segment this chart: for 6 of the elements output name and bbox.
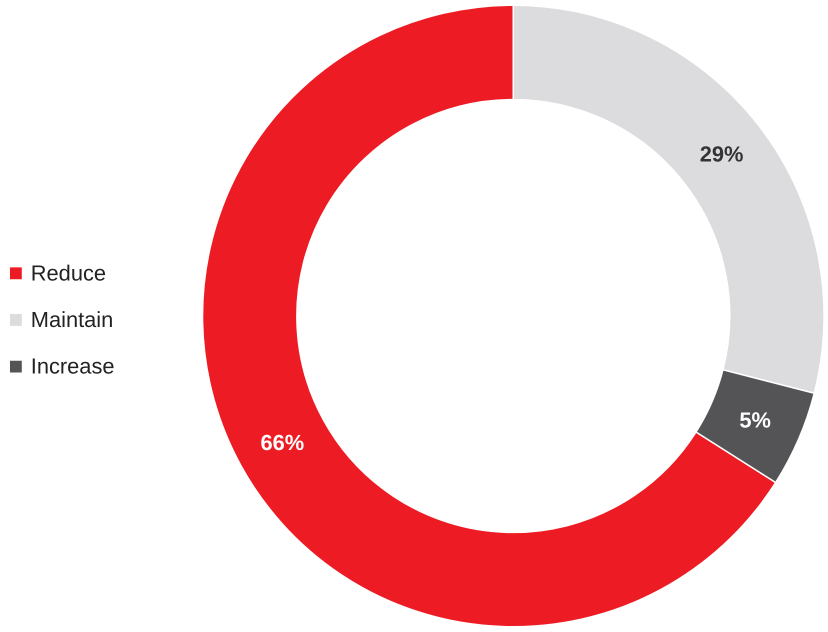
- legend-label: Reduce: [30, 260, 106, 286]
- data-label: 5%: [739, 408, 771, 433]
- legend-label: Increase: [30, 354, 115, 379]
- legend-label: Maintain: [30, 306, 114, 332]
- data-label: 29%: [700, 141, 744, 166]
- data-label: 66%: [260, 430, 304, 455]
